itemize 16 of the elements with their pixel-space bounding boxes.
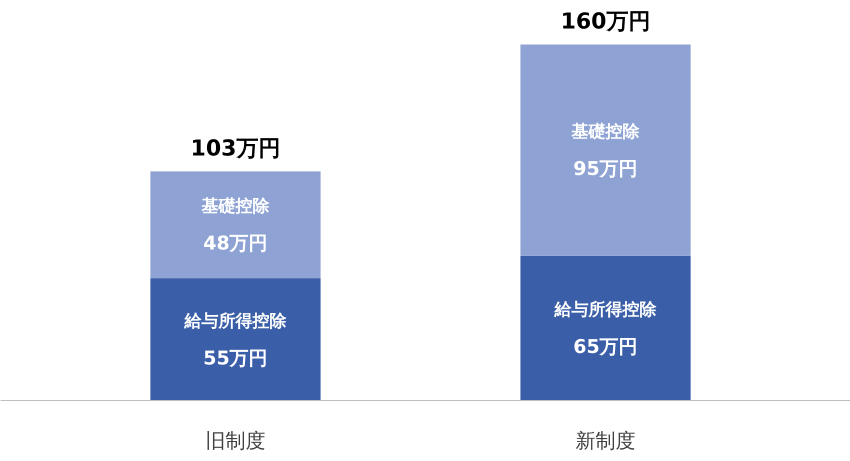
data-label: 95万円 xyxy=(573,158,638,180)
text: 基礎控除 xyxy=(572,122,640,142)
total-label: 103万円 xyxy=(190,136,280,162)
series-label: 給与所得控除 xyxy=(183,311,288,332)
bar xyxy=(150,171,321,278)
bar xyxy=(520,44,691,256)
series-label: 基礎控除 xyxy=(200,196,270,217)
data-label: 65万円 xyxy=(573,336,638,358)
data-label: 55万円 xyxy=(203,347,268,370)
data-label: 48万円 xyxy=(203,232,268,255)
x-tick-label: 旧制度 xyxy=(205,428,266,452)
bar xyxy=(520,256,691,400)
x-tick-label: 新制度 xyxy=(576,428,636,452)
total-label: 160万円 xyxy=(560,10,651,34)
bar xyxy=(150,278,321,400)
text: 給与所得控除 xyxy=(554,300,657,320)
